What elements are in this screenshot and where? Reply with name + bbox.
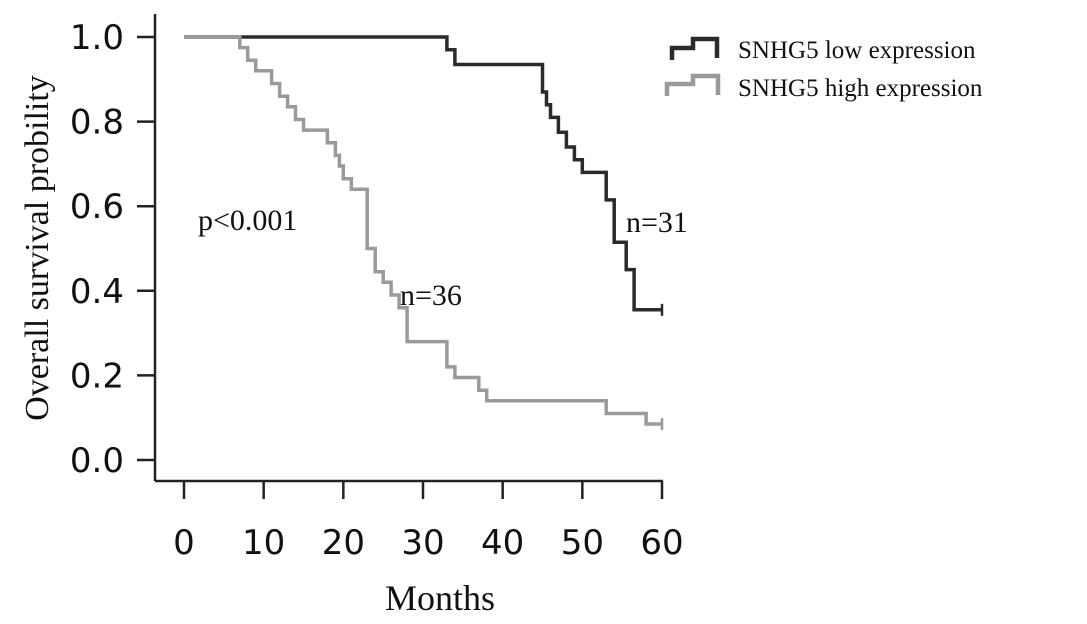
x-ticks: 0 10 20 30 40 50 60 — [173, 481, 684, 563]
y-tick-label: 1.0 — [70, 18, 124, 58]
series-line-high — [184, 35, 662, 426]
x-tick-label: 30 — [401, 523, 444, 563]
y-tick-label: 0.2 — [70, 356, 124, 396]
series-layer — [184, 35, 664, 431]
axes — [153, 14, 663, 483]
series-line-low — [184, 35, 662, 312]
x-tick-label: 60 — [640, 523, 683, 563]
x-tick-label: 50 — [561, 523, 604, 563]
n-low-annotation: n=31 — [626, 206, 688, 239]
x-tick-label: 40 — [481, 523, 524, 563]
legend-swatch-low — [669, 36, 720, 60]
n-high-annotation: n=36 — [400, 279, 462, 312]
y-tick-label: 0.4 — [70, 272, 124, 312]
legend-swatch-high — [664, 73, 721, 96]
x-tick-label: 20 — [322, 523, 365, 563]
legend-label-low: SNHG5 low expression — [738, 37, 976, 64]
y-tick-label: 0.0 — [70, 441, 124, 481]
p-value-annotation: p<0.001 — [198, 204, 297, 237]
y-tick-label: 0.6 — [70, 187, 124, 227]
y-axis-label: Overall survival probility — [19, 75, 56, 421]
y-tick-label: 0.8 — [70, 103, 124, 143]
x-tick-label: 10 — [242, 523, 285, 563]
x-tick-label: 0 — [173, 523, 195, 563]
legend-label-high: SNHG5 high expression — [738, 75, 983, 102]
legend: SNHG5 low expression SNHG5 high expressi… — [664, 36, 983, 102]
y-ticks: 0.0 0.2 0.4 0.6 0.8 1.0 — [70, 18, 155, 481]
x-axis-label: Months — [385, 578, 495, 618]
